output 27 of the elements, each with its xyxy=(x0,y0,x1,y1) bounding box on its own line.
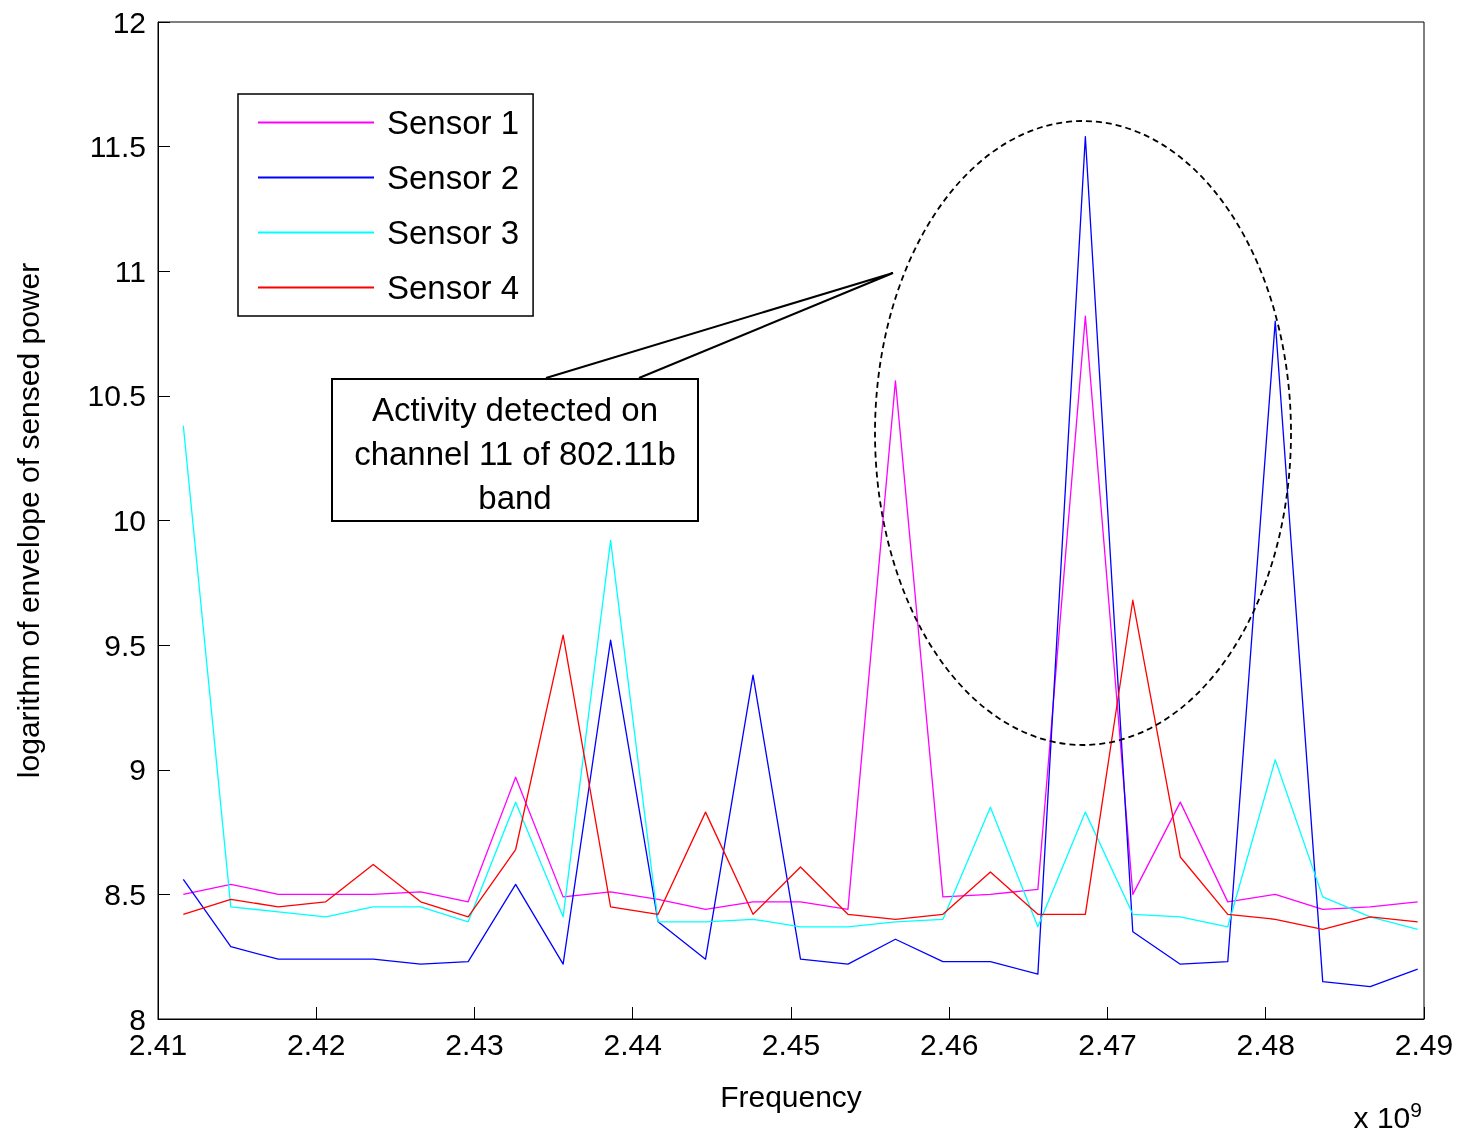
y-axis-title: logarithm of envelope of sensed power xyxy=(11,262,45,779)
line-series xyxy=(182,136,1419,988)
y-tick-label: 9 xyxy=(129,753,146,787)
x-axis-title: Frequency xyxy=(720,1079,862,1113)
y-tick-label: 8.5 xyxy=(104,877,146,911)
line-series xyxy=(182,315,1419,910)
legend-label: Sensor 3 xyxy=(387,214,520,251)
x-tick-label: 2.45 xyxy=(761,1027,821,1061)
x-tick-label: 2.44 xyxy=(603,1027,662,1061)
y-tick-label: 9.5 xyxy=(104,628,146,662)
x-tick-label: 2.48 xyxy=(1236,1027,1295,1061)
x-tick-label: 2.49 xyxy=(1394,1027,1454,1061)
y-tick-label: 11 xyxy=(114,254,146,288)
text: x 10$^{9}$ xyxy=(1353,1097,1422,1134)
legend-label: Sensor 2 xyxy=(387,159,520,196)
x-tick-label: 2.47 xyxy=(1078,1027,1137,1061)
x-tick-label: 2.46 xyxy=(920,1027,979,1061)
x-tick-label: 2.42 xyxy=(287,1027,346,1061)
y-tick-label: 10 xyxy=(112,504,146,537)
y-tick-label: 12 xyxy=(112,5,146,39)
y-tick-label: 10.5 xyxy=(87,379,146,413)
legend-label: Sensor 4 xyxy=(387,269,520,306)
legend-label: Sensor 1 xyxy=(387,104,520,141)
y-tick-label: 11.5 xyxy=(89,130,146,164)
annotation: Activity detected on channel 11 of 802.11b band xyxy=(331,378,699,522)
x-tick-label: 2.43 xyxy=(445,1027,504,1061)
line-series xyxy=(182,599,1419,930)
